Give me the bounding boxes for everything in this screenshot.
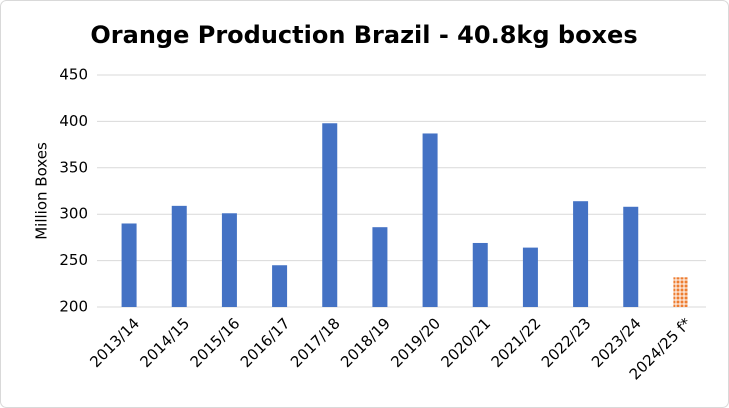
y-tick-label: 200 [59,298,88,316]
y-tick-label: 450 [59,66,88,84]
bar [623,206,639,307]
bar [372,227,388,307]
bar [121,223,137,307]
y-tick-label: 250 [59,251,88,269]
bar [272,265,288,307]
bar [422,133,438,307]
bar [472,242,488,307]
bar [221,213,237,307]
bar [322,123,338,307]
y-tick-label: 300 [59,205,88,223]
y-tick-label: 350 [59,158,88,176]
bar [171,205,187,307]
y-tick-label: 400 [59,112,88,130]
y-axis-label: Million Boxes [33,142,51,240]
chart-title: Orange Production Brazil - 40.8kg boxes [90,21,637,49]
bar [673,277,689,307]
bar [573,201,589,307]
bar [522,247,538,307]
